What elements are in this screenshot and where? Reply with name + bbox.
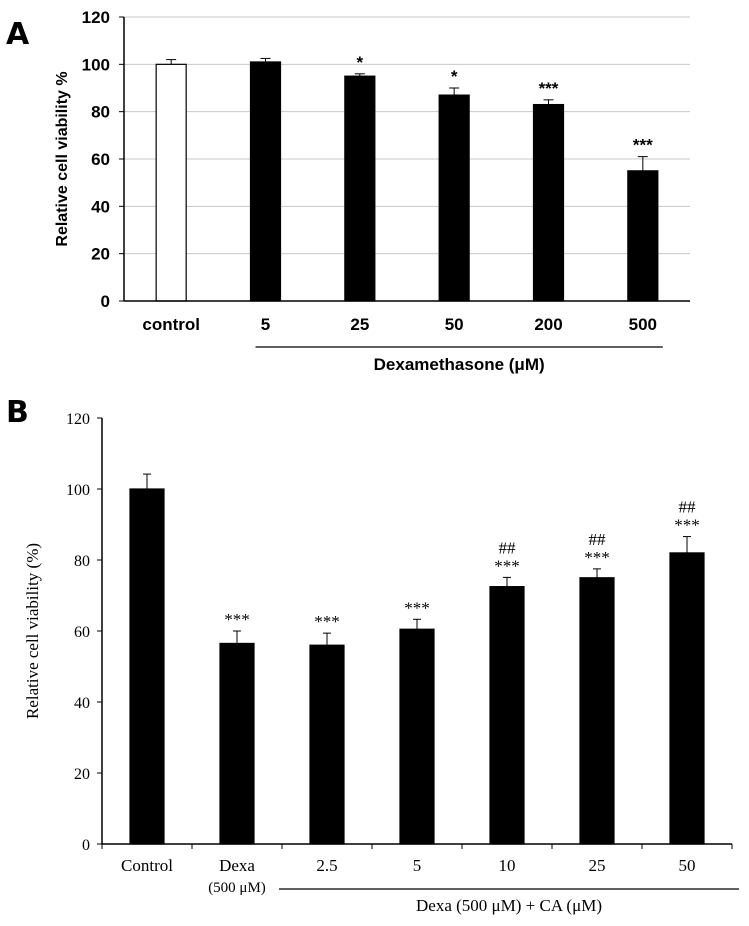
y-tick-label: 40 bbox=[74, 695, 90, 712]
hash-label: ## bbox=[499, 538, 517, 557]
chart-a: control 5 * 25 * 50 *** 200 *** 500 0 20 40 60 80 100 12… bbox=[54, 8, 690, 374]
bar-5 bbox=[399, 628, 435, 845]
y-tick-label: 80 bbox=[74, 553, 90, 570]
x-tick-label: 2.5 bbox=[316, 856, 337, 875]
significance-label: *** bbox=[314, 612, 340, 631]
x-tick-label: 50 bbox=[679, 856, 696, 875]
x-tick-label: 5 bbox=[261, 315, 270, 334]
hash-label: ## bbox=[679, 498, 697, 517]
bar-5 bbox=[249, 61, 282, 302]
x-tick-label: 10 bbox=[499, 856, 516, 875]
significance-label: * bbox=[451, 67, 458, 86]
panel-label-a: A bbox=[6, 17, 30, 52]
y-tick-label: 60 bbox=[91, 150, 110, 169]
x-tick-sublabel: (500 μM) bbox=[208, 880, 266, 896]
significance-label: *** bbox=[539, 79, 559, 98]
y-axis-label: Relative cell viability (%) bbox=[23, 543, 42, 719]
y-tick-label: 40 bbox=[91, 197, 110, 216]
bar-50 bbox=[438, 94, 470, 302]
significance-label: *** bbox=[633, 136, 653, 155]
y-tick-label: 60 bbox=[74, 624, 90, 641]
x-tick-label: 500 bbox=[629, 315, 657, 334]
bar-500 bbox=[627, 170, 659, 302]
bar-2.5 bbox=[309, 644, 345, 845]
panel-label-b: B bbox=[6, 395, 29, 430]
significance-label: *** bbox=[404, 598, 430, 617]
y-tick-label: 0 bbox=[101, 292, 110, 311]
y-tick-label: 120 bbox=[82, 8, 110, 27]
x-tick-label: 25 bbox=[589, 856, 606, 875]
x-tick-label: 5 bbox=[413, 856, 422, 875]
bar-10 bbox=[489, 586, 525, 845]
bar-200 bbox=[532, 103, 565, 302]
bar-50 bbox=[669, 552, 705, 845]
y-tick-label: 100 bbox=[66, 482, 90, 499]
y-tick-label: 20 bbox=[74, 766, 90, 783]
y-tick-label: 120 bbox=[66, 411, 90, 428]
x-tick-label: 50 bbox=[445, 315, 464, 334]
bar-control bbox=[155, 63, 187, 302]
x-axis-label: Dexamethasone (μM) bbox=[374, 355, 545, 374]
y-tick-label: 0 bbox=[82, 837, 90, 854]
bar-25 bbox=[344, 75, 376, 302]
significance-label: *** bbox=[494, 556, 520, 575]
chart-b: Control***Dexa(500 μM)***2.5***5***##10*… bbox=[23, 411, 739, 915]
x-tick-label: control bbox=[142, 315, 200, 334]
bar-Control bbox=[129, 488, 165, 845]
y-tick-label: 20 bbox=[91, 245, 110, 264]
bar-25 bbox=[579, 577, 615, 845]
bar-Dexa bbox=[219, 642, 255, 845]
significance-label: * bbox=[357, 53, 364, 72]
x-tick-label: 200 bbox=[534, 315, 562, 334]
significance-label: *** bbox=[224, 610, 250, 629]
x-axis-label: Dexa (500 μM) + CA (μM) bbox=[416, 896, 602, 915]
y-axis-label: Relative cell viability % bbox=[54, 71, 71, 246]
hash-label: ## bbox=[589, 530, 607, 549]
significance-label: *** bbox=[674, 516, 700, 535]
x-tick-label: 25 bbox=[350, 315, 369, 334]
significance-label: *** bbox=[584, 548, 610, 567]
x-tick-label: Dexa bbox=[219, 856, 255, 875]
y-tick-label: 80 bbox=[91, 103, 110, 122]
x-tick-label: Control bbox=[121, 856, 173, 875]
y-tick-label: 100 bbox=[82, 55, 110, 74]
